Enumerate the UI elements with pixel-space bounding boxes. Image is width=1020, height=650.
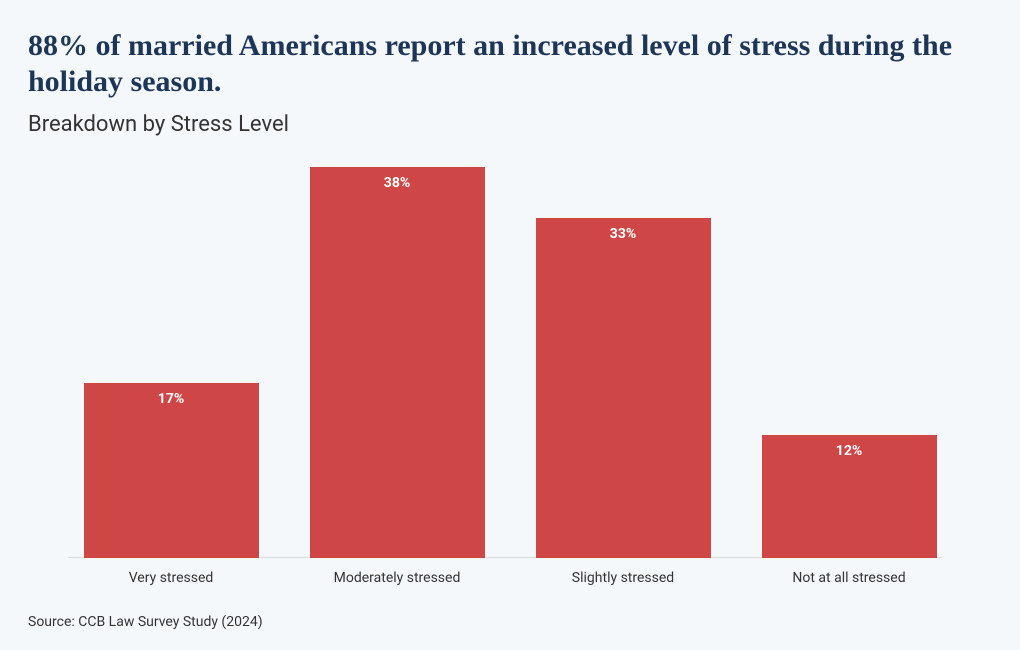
bars-wrap: 17% 38% 33% 12%: [28, 167, 992, 558]
bar-col: 12%: [736, 167, 962, 558]
bar-col: 17%: [58, 167, 284, 558]
bar-col: 38%: [284, 167, 510, 558]
x-label: Slightly stressed: [510, 570, 736, 586]
x-labels-row: Very stressed Moderately stressed Slight…: [28, 558, 992, 586]
chart-container: 88% of married Americans report an incre…: [0, 0, 1020, 650]
x-label: Not at all stressed: [736, 570, 962, 586]
chart-area: 17% 38% 33% 12% Very stressed Moder: [28, 167, 992, 586]
bar-value-label: 33%: [536, 226, 711, 242]
bar-very-stressed: 17%: [84, 383, 259, 558]
bar-value-label: 17%: [84, 391, 259, 407]
chart-subtitle: Breakdown by Stress Level: [28, 112, 992, 137]
bar-slightly-stressed: 33%: [536, 218, 711, 558]
bar-value-label: 38%: [310, 175, 485, 191]
chart-title: 88% of married Americans report an incre…: [28, 28, 992, 100]
x-label: Very stressed: [58, 570, 284, 586]
bar-moderately-stressed: 38%: [310, 167, 485, 558]
bar-not-at-all-stressed: 12%: [762, 435, 937, 558]
chart-source: Source: CCB Law Survey Study (2024): [28, 614, 992, 630]
x-label: Moderately stressed: [284, 570, 510, 586]
bar-col: 33%: [510, 167, 736, 558]
bar-value-label: 12%: [762, 443, 937, 459]
